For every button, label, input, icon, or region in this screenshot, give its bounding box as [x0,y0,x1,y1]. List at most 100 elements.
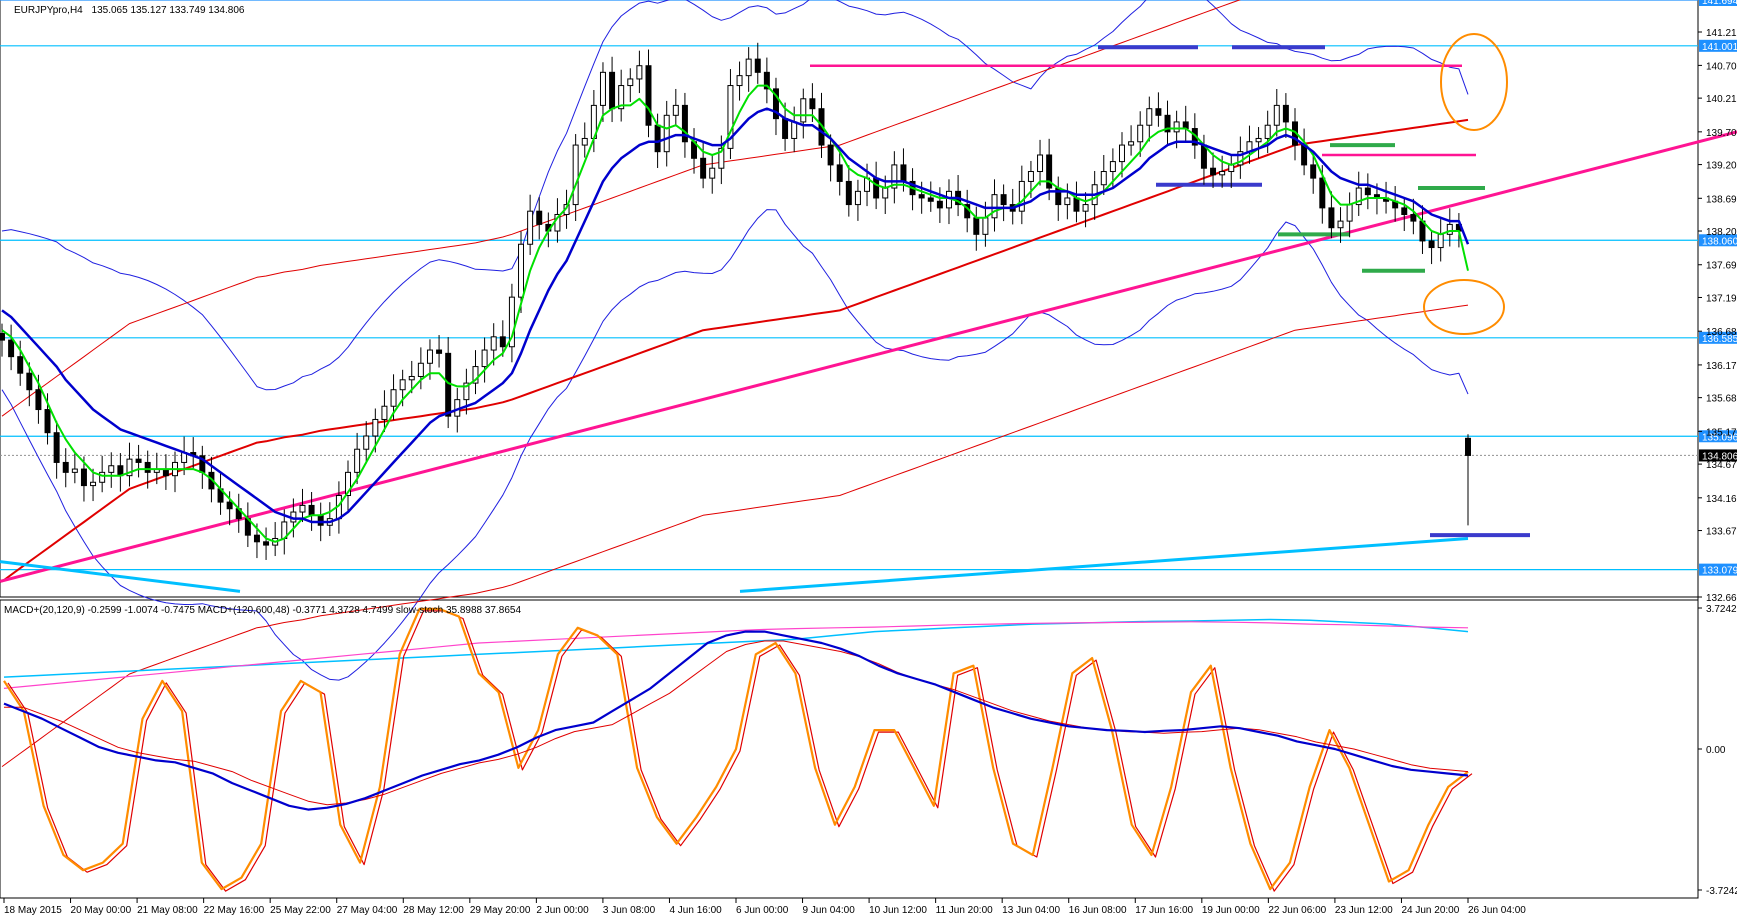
candle-body [499,336,506,348]
time-tick-label: 10 Jun 12:00 [869,905,927,916]
candle-body [1219,171,1226,176]
candle-body [1164,114,1171,133]
candle-body [408,375,415,381]
long-cyan-right [739,536,1469,593]
candle-body [654,124,661,153]
time-tick-label: 22 Jun 06:00 [1268,905,1326,916]
candle-body [718,147,725,169]
candle-body [1146,108,1153,126]
candle-body [299,504,306,513]
candle-body [618,85,625,110]
candle-body [354,448,361,473]
candle-body [1173,121,1180,133]
indicator-plot [3,607,1473,892]
candle-body [317,514,324,526]
candle-body [736,75,743,87]
candle-body [727,85,734,149]
time-tick-label: 22 May 16:00 [204,905,265,916]
price-tick-label: 138.200 [1706,227,1737,238]
candle-body [426,349,433,364]
macd-signal-line [4,640,1469,806]
candle-body [263,541,270,546]
candle-body [782,118,789,139]
candle-body [518,243,525,298]
candle-body [1282,104,1289,123]
candle-body [836,164,843,182]
bollinger-lower [1,209,1469,681]
candle-body [1264,124,1271,139]
price-tick-label: 137.690 [1706,261,1737,272]
time-tick-label: 13 Jun 04:00 [1002,905,1060,916]
candle-body [53,432,60,463]
level-label-bg [1699,0,1737,6]
ma-envelope-upper [1,0,1241,417]
time-tick-label: 2 Jun 00:00 [536,905,589,916]
candle-body [882,187,889,199]
price-tick-label: 136.175 [1706,361,1737,372]
candle-body [599,71,606,106]
candle-body [1027,171,1034,182]
price-tick-label: 134.675 [1706,460,1737,471]
candle-body [763,71,770,90]
annotation-ellipse-bottom [1423,279,1505,335]
candle-body [873,177,880,199]
candle-body [463,382,470,401]
candle-body [90,481,97,487]
candle-body [1346,204,1353,222]
candle-body [1037,154,1044,173]
candle-body [800,98,807,123]
annotation-ellipse-top [1440,33,1508,131]
candle-body [1128,141,1135,146]
candle-body [363,435,370,450]
candle-body [1301,144,1308,166]
price-tick-label: 139.205 [1706,161,1737,172]
candle-body [609,71,616,110]
candle-body [1046,154,1053,189]
price-tick-label: 137.195 [1706,293,1737,304]
candle-body [936,200,943,209]
price-tick-label: 135.680 [1706,394,1737,405]
time-tick-label: 23 Jun 12:00 [1335,905,1393,916]
candle-body [144,461,151,473]
time-tick-label: 6 Jun 00:00 [736,905,789,916]
candle-body [1319,177,1326,209]
candle-body [1100,171,1107,186]
candle-body [854,190,861,206]
candle-body [754,58,761,73]
candle-body [417,362,424,377]
candle-body [1328,207,1335,229]
candle-body [1401,207,1408,215]
indicator-tick-label: -3.7242 [1706,886,1737,897]
price-tick-label: 133.670 [1706,527,1737,538]
level-label: 141.694 [1702,0,1737,7]
candle-body [1073,197,1080,212]
level-label-bg [1699,430,1737,443]
level-label-bg [1699,563,1737,576]
price-tick-label: 135.170 [1706,427,1737,438]
price-tick-label: 136.685 [1706,327,1737,338]
candle-body [1237,151,1244,166]
candle-body [472,366,479,384]
time-tick-label: 19 Jun 00:00 [1202,905,1260,916]
candle-body [1064,197,1071,206]
indicator-tick-label: 3.7242 [1706,604,1737,615]
candle-body [1118,144,1125,163]
level-label: 138.060 [1702,236,1737,247]
candle-body [1465,437,1471,456]
candle-body [772,88,779,120]
candle-body [226,501,233,510]
time-tick-label: 21 May 08:00 [137,905,198,916]
candle-body [581,137,588,146]
candle-body [991,194,998,219]
candle-body [126,458,133,477]
candle-body [135,458,142,463]
candle-body [508,296,515,348]
level-label: 136.585 [1702,334,1737,345]
candle-body [709,167,716,179]
candle-body [791,121,798,139]
candle-body [1310,164,1317,179]
candle-body [381,405,388,420]
time-tick-label: 29 May 20:00 [470,905,531,916]
candle-body [627,78,634,87]
